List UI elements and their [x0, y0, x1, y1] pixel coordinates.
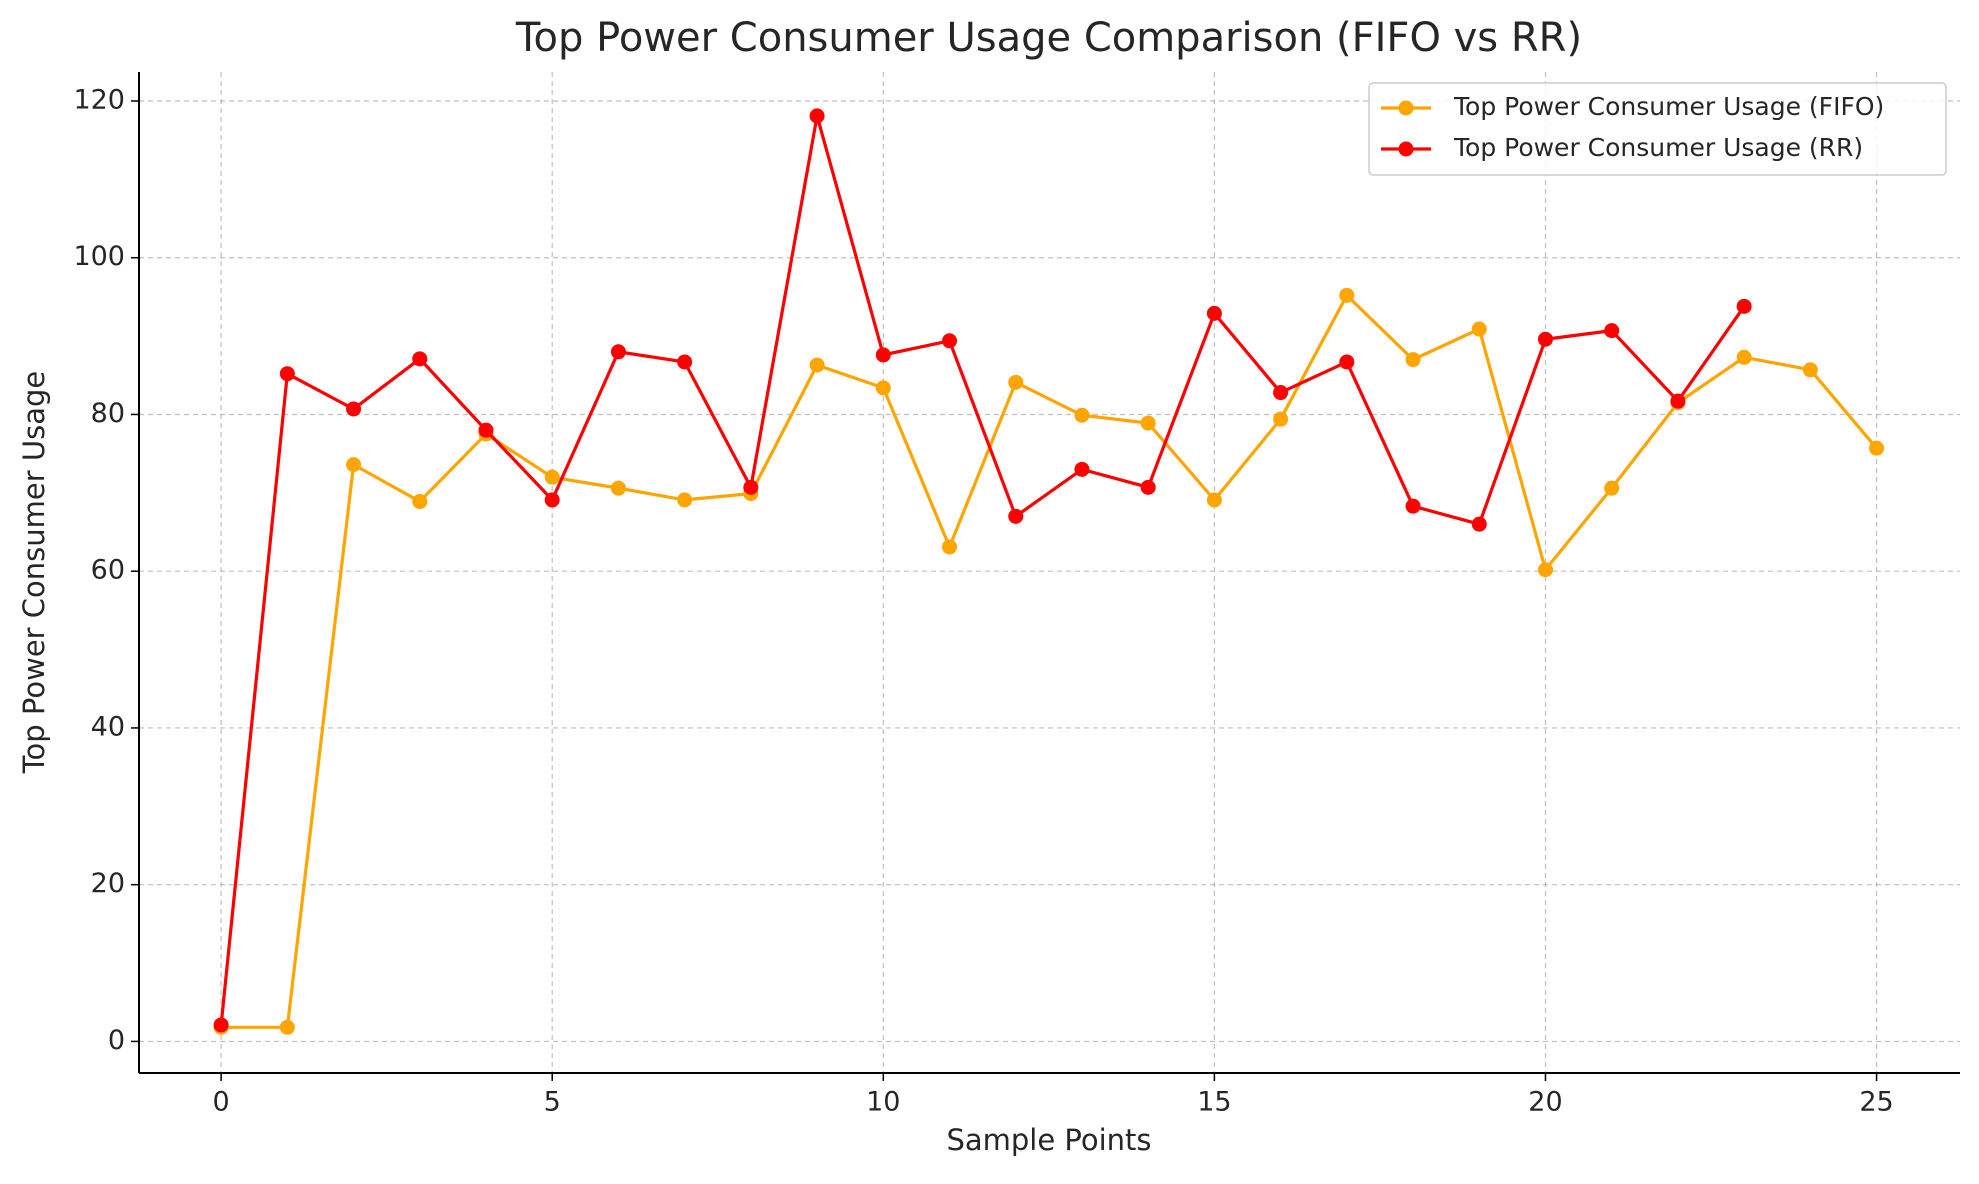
data-point	[1008, 374, 1024, 390]
data-point	[1140, 479, 1156, 495]
data-point	[346, 457, 362, 473]
data-point	[942, 333, 958, 349]
data-point	[610, 344, 626, 360]
data-point	[346, 401, 362, 417]
data-point	[1471, 516, 1487, 532]
data-point	[1670, 393, 1686, 409]
x-tick-label: 20	[1528, 1087, 1562, 1118]
data-point	[1604, 323, 1620, 339]
y-tick-label: 60	[91, 555, 125, 586]
data-point	[1074, 407, 1090, 423]
x-tick-label: 5	[544, 1087, 561, 1118]
x-tick-label: 15	[1197, 1087, 1231, 1118]
data-point	[478, 422, 494, 438]
data-point	[1074, 461, 1090, 477]
data-point	[1008, 508, 1024, 524]
data-point	[1339, 354, 1355, 370]
y-tick-label: 0	[108, 1025, 125, 1056]
x-tick-label: 0	[213, 1087, 230, 1118]
data-point	[809, 108, 825, 124]
data-point	[412, 493, 428, 509]
x-axis-label: Sample Points	[946, 1123, 1151, 1157]
x-tick-label: 25	[1859, 1087, 1893, 1118]
data-point	[1140, 415, 1156, 431]
data-point	[412, 351, 428, 367]
legend-label: Top Power Consumer Usage (FIFO)	[1453, 92, 1884, 121]
data-point	[213, 1017, 229, 1033]
data-point	[1206, 305, 1222, 321]
data-point	[1869, 440, 1885, 456]
data-point	[942, 539, 958, 555]
legend-marker	[1398, 141, 1414, 157]
data-point	[544, 469, 560, 485]
data-point	[1736, 298, 1752, 314]
data-point	[544, 492, 560, 508]
data-point	[1471, 321, 1487, 337]
data-point	[1273, 385, 1289, 401]
y-axis-label: Top Power Consumer Usage	[17, 371, 51, 775]
data-point	[1206, 492, 1222, 508]
data-point	[1537, 562, 1553, 578]
data-point	[875, 347, 891, 363]
chart-title: Top Power Consumer Usage Comparison (FIF…	[515, 15, 1582, 61]
y-tick-label: 20	[91, 868, 125, 899]
series-line	[219, 115, 1746, 1026]
legend: Top Power Consumer Usage (FIFO) Top Power…	[1368, 82, 1947, 176]
data-point	[610, 480, 626, 496]
data-point	[279, 366, 295, 382]
y-tick-label: 80	[91, 398, 125, 429]
data-point	[1736, 349, 1752, 365]
data-point	[1604, 480, 1620, 496]
x-tick-label: 10	[866, 1087, 900, 1118]
data-point	[677, 492, 693, 508]
legend-marker	[1398, 100, 1414, 116]
data-point	[1339, 287, 1355, 303]
data-point	[743, 479, 759, 495]
legend-box	[1368, 82, 1947, 176]
data-point	[279, 1019, 295, 1035]
data-point	[677, 354, 693, 370]
series-line	[221, 292, 1878, 1029]
data-point	[1405, 352, 1421, 368]
y-tick-label: 40	[91, 711, 125, 742]
y-tick-label: 120	[73, 84, 125, 115]
legend-label: Top Power Consumer Usage (RR)	[1453, 133, 1863, 162]
data-point	[1273, 411, 1289, 427]
y-tick-label: 100	[73, 241, 125, 272]
data-point	[1802, 362, 1818, 378]
data-point	[1405, 498, 1421, 514]
data-point	[1537, 331, 1553, 347]
data-point	[875, 380, 891, 396]
data-point	[809, 357, 825, 373]
